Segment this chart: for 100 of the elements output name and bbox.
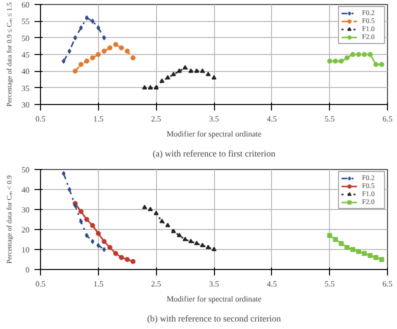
point bbox=[68, 48, 72, 54]
point bbox=[176, 68, 182, 73]
point bbox=[62, 58, 66, 64]
x-tick-label: 4.5 bbox=[266, 280, 277, 288]
point bbox=[84, 58, 90, 64]
point bbox=[338, 241, 344, 246]
point bbox=[165, 75, 170, 80]
point bbox=[84, 217, 90, 222]
point bbox=[62, 171, 66, 176]
point bbox=[107, 245, 112, 250]
point bbox=[188, 238, 194, 244]
y-tick-label: 40 bbox=[22, 67, 30, 76]
point bbox=[130, 55, 136, 60]
x-tick-label: 0.5 bbox=[36, 114, 46, 124]
point bbox=[79, 219, 83, 224]
point bbox=[165, 222, 170, 228]
point bbox=[113, 42, 118, 47]
point bbox=[327, 58, 332, 64]
point bbox=[379, 257, 384, 262]
point bbox=[194, 240, 200, 246]
point bbox=[124, 48, 130, 54]
point bbox=[84, 15, 89, 20]
point bbox=[200, 242, 205, 248]
point bbox=[182, 236, 188, 242]
y-tick-label: 20 bbox=[22, 226, 30, 234]
point bbox=[118, 45, 124, 50]
point bbox=[379, 62, 384, 67]
point bbox=[68, 187, 72, 192]
y-tick-label: 40 bbox=[22, 186, 30, 194]
point bbox=[90, 239, 94, 244]
point bbox=[350, 247, 356, 252]
point bbox=[338, 58, 344, 64]
y-tick-label: 0 bbox=[26, 266, 30, 274]
point bbox=[102, 247, 106, 252]
x-tick-label: 1.5 bbox=[93, 114, 104, 124]
point bbox=[362, 251, 367, 256]
point bbox=[206, 72, 211, 76]
point bbox=[90, 223, 96, 228]
y-tick-label: 55 bbox=[22, 17, 30, 26]
point bbox=[72, 68, 78, 74]
point bbox=[78, 62, 84, 67]
point bbox=[118, 255, 124, 260]
x-tick-label: 4.5 bbox=[266, 114, 277, 124]
x-tick-label: 1.5 bbox=[93, 280, 104, 288]
point bbox=[102, 35, 106, 40]
x-tick-label: 2.5 bbox=[151, 114, 162, 124]
point bbox=[154, 85, 159, 90]
point bbox=[368, 52, 373, 57]
point bbox=[90, 55, 96, 60]
point bbox=[327, 233, 332, 238]
point bbox=[102, 48, 107, 54]
point bbox=[96, 231, 101, 236]
point bbox=[188, 68, 194, 73]
text: (a) with reference to first criterion bbox=[152, 148, 276, 158]
point bbox=[194, 68, 200, 73]
point bbox=[130, 259, 136, 264]
x-tick-label: 5.5 bbox=[324, 114, 335, 124]
point bbox=[332, 58, 338, 64]
x-axis-title: Modifier for spectral ordinate bbox=[166, 130, 262, 138]
y-tick-label: 30 bbox=[22, 206, 30, 214]
point bbox=[142, 85, 148, 90]
point bbox=[96, 52, 101, 57]
point bbox=[73, 35, 78, 40]
y-tick-label: 35 bbox=[22, 84, 30, 93]
point bbox=[107, 45, 112, 50]
y-tick-label: 50 bbox=[22, 166, 30, 174]
x-tick-label: 5.5 bbox=[324, 280, 335, 288]
point bbox=[124, 257, 130, 262]
point bbox=[148, 206, 153, 212]
point bbox=[171, 72, 176, 76]
point bbox=[171, 228, 176, 234]
y-tick-label: 45 bbox=[22, 50, 30, 60]
y-tick-label: 50 bbox=[22, 34, 30, 43]
point bbox=[212, 246, 216, 252]
point bbox=[356, 249, 362, 254]
y-tick-label: 10 bbox=[22, 246, 30, 254]
point bbox=[176, 232, 182, 238]
point bbox=[373, 255, 378, 260]
point bbox=[148, 85, 153, 90]
point bbox=[200, 68, 205, 73]
point bbox=[142, 204, 148, 210]
point bbox=[154, 210, 159, 216]
point bbox=[113, 251, 118, 256]
point bbox=[84, 233, 89, 238]
point bbox=[350, 52, 356, 57]
x-tick-label: 6.5 bbox=[382, 280, 392, 288]
x-tick-label: 3.5 bbox=[209, 114, 219, 124]
point bbox=[332, 237, 338, 242]
point bbox=[368, 253, 373, 258]
point bbox=[212, 75, 216, 80]
point bbox=[206, 244, 211, 250]
x-tick-label: 2.5 bbox=[151, 280, 162, 288]
point bbox=[90, 18, 94, 24]
point bbox=[96, 243, 100, 248]
x-axis-title: Modifier for spectral ordinate bbox=[166, 294, 262, 304]
point bbox=[356, 52, 362, 57]
point bbox=[344, 55, 350, 60]
point bbox=[102, 239, 107, 244]
point bbox=[344, 245, 350, 250]
x-tick-label: 0.5 bbox=[36, 280, 46, 288]
